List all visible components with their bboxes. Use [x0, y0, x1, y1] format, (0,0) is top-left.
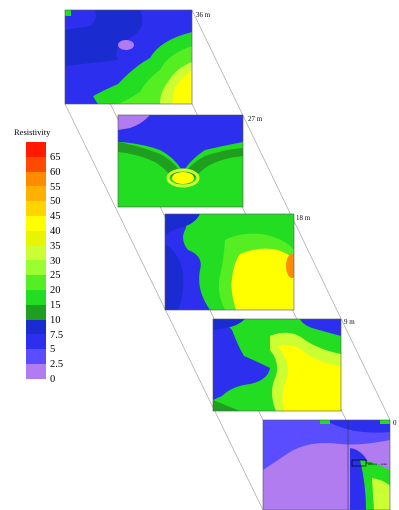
legend-swatch	[26, 260, 46, 276]
depth-label-9m: 9 m	[344, 318, 355, 326]
legend-tick-label: 2.5	[50, 359, 64, 371]
legend-swatch	[26, 275, 46, 290]
legend-swatch	[26, 186, 46, 202]
legend-swatch	[26, 363, 46, 379]
legend-swatch	[26, 171, 46, 187]
slice-36m-yellow	[172, 70, 192, 104]
legend-tick-label: 55	[50, 181, 61, 193]
slice-36m-deep-blue	[65, 10, 96, 30]
legend-title: Resistivity	[14, 127, 51, 137]
legend-tick-label: 25	[50, 270, 61, 282]
legend-tick-label: 40	[50, 225, 61, 237]
legend-swatch	[26, 142, 46, 157]
slice-9m-deep-corner	[213, 319, 245, 330]
slice-18m-top-green	[232, 219, 248, 229]
slice-36m-left-blue	[65, 69, 98, 104]
slice-18m-left-blue	[165, 244, 184, 310]
legend-tick-label: 30	[50, 255, 61, 267]
slice-27m-yellow-halo	[166, 168, 200, 188]
legend-tick-label: 20	[50, 285, 61, 297]
slice-18m-yellow-zone	[231, 248, 294, 310]
slice-9m-blue-lobe	[213, 324, 270, 400]
depth-label-18m: 18 m	[296, 214, 311, 222]
legend-swatch	[26, 245, 46, 261]
legend-swatch	[26, 215, 46, 231]
slice-9m	[213, 319, 341, 411]
slice-27m-blue-band	[118, 115, 243, 172]
slice-27m-purple-corner	[118, 115, 150, 130]
legend-tick-label: 60	[50, 166, 61, 178]
slice-9m-bottom-green	[213, 400, 240, 411]
slice-36m-purple-spot	[118, 40, 134, 50]
slice-18m-frame	[164, 213, 295, 311]
slice-0m-top-green	[320, 420, 330, 424]
slice-9m-yellow-zone	[278, 344, 341, 411]
legend-tick-label: 35	[50, 240, 61, 252]
legend-ticks: 65 60 55 50 45 40 35 30 25 20 15 10 7.5 5 2.5 0	[50, 151, 63, 388]
slice-9m-top-right-blue	[300, 319, 341, 336]
legend-tick-label: 0	[50, 373, 56, 385]
slice-0m-top-blue	[325, 420, 390, 433]
legend-swatch	[26, 334, 46, 350]
slice-27m-frame	[117, 114, 244, 208]
legend-swatch	[26, 201, 46, 216]
slice-27m	[118, 115, 243, 207]
legend-tick-label: 45	[50, 211, 61, 223]
slice-36m	[65, 10, 192, 104]
legend-swatch	[26, 319, 46, 335]
legend-swatch	[26, 156, 46, 172]
legend-tick-label: 10	[50, 314, 61, 326]
legend-tick-label: 15	[50, 299, 61, 311]
depth-label-0: 0	[393, 419, 397, 427]
slice-9m-frame	[212, 318, 342, 412]
depth-label-27m: 27 m	[248, 115, 263, 123]
slice-0m-frame	[262, 419, 391, 510]
legend-swatch	[26, 304, 46, 320]
slice-36m-frame	[64, 9, 193, 105]
legend-tick-label: 65	[50, 152, 61, 163]
slice-27m-dark-green	[118, 142, 243, 184]
slice-18m-orange-spot	[286, 254, 294, 278]
slice-0m-corner-green	[380, 420, 390, 424]
legend-tick-label: 7.5	[50, 329, 64, 341]
slice-27m-yellow-spot	[172, 172, 194, 184]
legend-swatch	[26, 349, 46, 364]
slice-0m-yellow-green	[372, 478, 390, 510]
legend-swatch	[26, 289, 46, 305]
slice-18m-deep-corner	[165, 214, 200, 236]
annotation-text: shallow ... zone	[368, 462, 387, 466]
slice-0m-light-blue	[263, 420, 390, 470]
legend-swatch	[26, 230, 46, 246]
slice-0m	[263, 420, 390, 510]
legend-tick-label: 5	[50, 344, 56, 356]
legend-tick-label: 50	[50, 196, 61, 208]
slice-36m-corner-green	[65, 10, 71, 16]
depth-label-36m: 36 m	[196, 11, 211, 19]
slice-18m	[165, 214, 294, 310]
legend-colorbar	[26, 142, 46, 379]
